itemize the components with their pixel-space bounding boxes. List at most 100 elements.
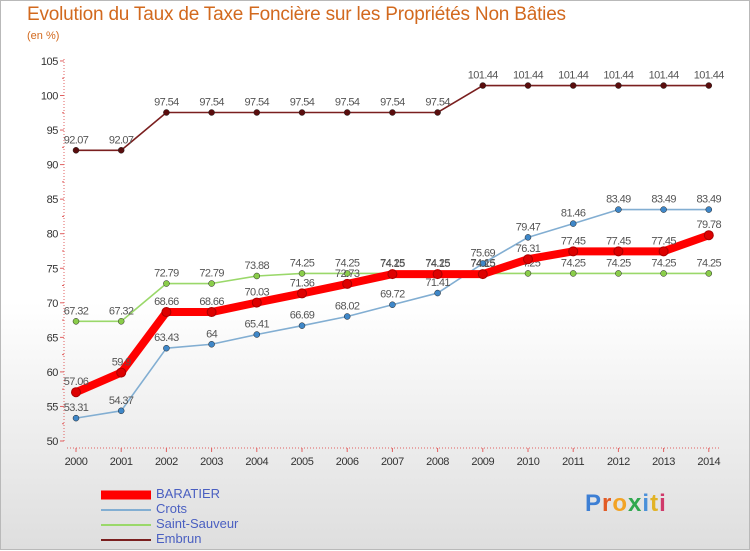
data-point-saint-sauveur <box>705 270 713 277</box>
data-label-crots: 65.41 <box>245 319 270 331</box>
legend-swatch-embrun <box>101 538 151 541</box>
data-point-crots <box>569 220 577 227</box>
data-point-saint-sauveur <box>343 270 351 277</box>
logo-letter: r <box>602 490 613 517</box>
logo-letter: t <box>650 490 660 517</box>
data-label-saint-sauveur: 74.25 <box>290 257 315 269</box>
x-tick-label: 2014 <box>697 456 720 468</box>
data-label-embrun: 101.44 <box>603 70 634 82</box>
legend: BARATIER Crots Saint-Sauveur Embrun <box>101 486 321 547</box>
y-tick-label: 95 <box>47 125 59 137</box>
data-point-embrun <box>389 109 396 116</box>
data-label-embrun: 101.44 <box>513 70 544 82</box>
x-tick-label: 2008 <box>426 456 449 468</box>
y-tick-label: 80 <box>47 229 59 241</box>
legend-item-crots: Crots <box>101 501 321 517</box>
data-label-embrun: 97.54 <box>290 96 315 108</box>
legend-item-embrun: Embrun <box>101 531 321 547</box>
data-point-saint-sauveur <box>298 270 306 277</box>
data-label-baratier: 57.06 <box>64 376 89 388</box>
data-point-embrun <box>660 82 667 89</box>
y-tick-label: 65 <box>47 332 59 344</box>
data-point-embrun <box>117 147 125 154</box>
data-label-embrun: 92.07 <box>109 134 134 146</box>
logo-letter: i <box>659 490 667 517</box>
data-point-saint-sauveur <box>208 280 215 287</box>
data-label-baratier: 72.73 <box>335 268 360 280</box>
data-label-saint-sauveur: 74.25 <box>606 257 631 269</box>
legend-item-baratier: BARATIER <box>101 486 321 502</box>
data-point-saint-sauveur <box>72 318 80 325</box>
legend-swatch-saint-sauveur <box>101 523 151 526</box>
legend-label-crots: Crots <box>156 501 188 516</box>
data-point-embrun <box>434 109 441 116</box>
data-point-baratier <box>251 297 262 308</box>
data-point-embrun <box>615 82 622 89</box>
data-point-crots <box>298 322 306 329</box>
data-point-embrun <box>163 109 170 116</box>
legend-swatch-crots <box>101 508 151 511</box>
data-point-crots <box>163 344 170 352</box>
data-point-embrun <box>479 82 487 89</box>
data-label-crots: 83.49 <box>651 194 676 206</box>
data-label-baratier: 68.66 <box>199 296 224 308</box>
data-point-baratier <box>477 269 488 280</box>
y-tick-label: 75 <box>47 263 59 275</box>
data-label-baratier: 68.66 <box>154 296 179 308</box>
x-tick-label: 2005 <box>291 456 314 468</box>
data-point-crots <box>524 234 532 241</box>
legend-swatch-baratier <box>101 490 151 499</box>
data-label-crots: 66.69 <box>290 310 315 322</box>
data-label-baratier: 70.03 <box>245 287 270 299</box>
x-tick-label: 2002 <box>155 456 178 468</box>
data-point-crots <box>615 206 622 213</box>
legend-item-saint-sauveur: Saint-Sauveur <box>101 516 321 532</box>
data-point-saint-sauveur <box>615 270 622 277</box>
x-tick-label: 2006 <box>336 456 359 468</box>
data-point-baratier <box>161 307 172 318</box>
data-point-baratier <box>523 254 533 265</box>
series-line-embrun <box>75 84 710 152</box>
data-point-baratier <box>116 367 127 378</box>
data-point-crots <box>72 414 80 422</box>
unit-label: (en %) <box>27 30 60 42</box>
data-point-saint-sauveur <box>524 270 532 277</box>
data-point-saint-sauveur <box>569 270 577 277</box>
x-tick-label: 2007 <box>381 456 404 468</box>
data-point-crots <box>343 313 351 320</box>
data-label-crots: 69.72 <box>380 289 405 301</box>
x-tick-label: 2012 <box>607 456 630 468</box>
data-label-embrun: 97.54 <box>425 96 450 108</box>
data-point-saint-sauveur <box>117 318 125 325</box>
data-label-embrun: 101.44 <box>468 70 499 82</box>
x-tick-label: 2011 <box>562 456 584 468</box>
data-label-baratier: 74.15 <box>471 258 496 270</box>
data-label-baratier: 71.36 <box>290 277 315 289</box>
data-point-baratier <box>613 246 624 257</box>
data-label-embrun: 97.54 <box>245 96 270 108</box>
logo-letter: x <box>628 490 643 517</box>
data-label-saint-sauveur: 67.32 <box>64 305 89 317</box>
data-label-baratier: 79.78 <box>697 219 722 231</box>
data-label-crots: 79.47 <box>516 221 541 233</box>
x-tick-label: 2009 <box>471 456 494 468</box>
x-tick-label: 2004 <box>245 456 268 468</box>
data-label-crots: 71.41 <box>425 277 450 289</box>
data-point-crots <box>117 407 125 415</box>
data-label-embrun: 101.44 <box>649 70 680 82</box>
y-tick-label: 50 <box>47 436 59 448</box>
y-tick-label: 70 <box>47 298 59 310</box>
data-point-crots <box>660 206 667 213</box>
data-label-crots: 75.69 <box>471 247 496 259</box>
data-point-embrun <box>208 109 215 116</box>
logo-letter: P <box>585 490 603 517</box>
data-label-embrun: 97.54 <box>154 96 179 108</box>
data-label-saint-sauveur: 74.25 <box>651 257 676 269</box>
data-label-crots: 83.49 <box>606 194 631 206</box>
data-point-crots <box>389 301 396 308</box>
data-point-baratier <box>568 246 579 257</box>
data-point-baratier <box>703 230 714 241</box>
data-label-saint-sauveur: 67.32 <box>109 305 134 317</box>
data-label-saint-sauveur: 72.79 <box>199 268 224 280</box>
